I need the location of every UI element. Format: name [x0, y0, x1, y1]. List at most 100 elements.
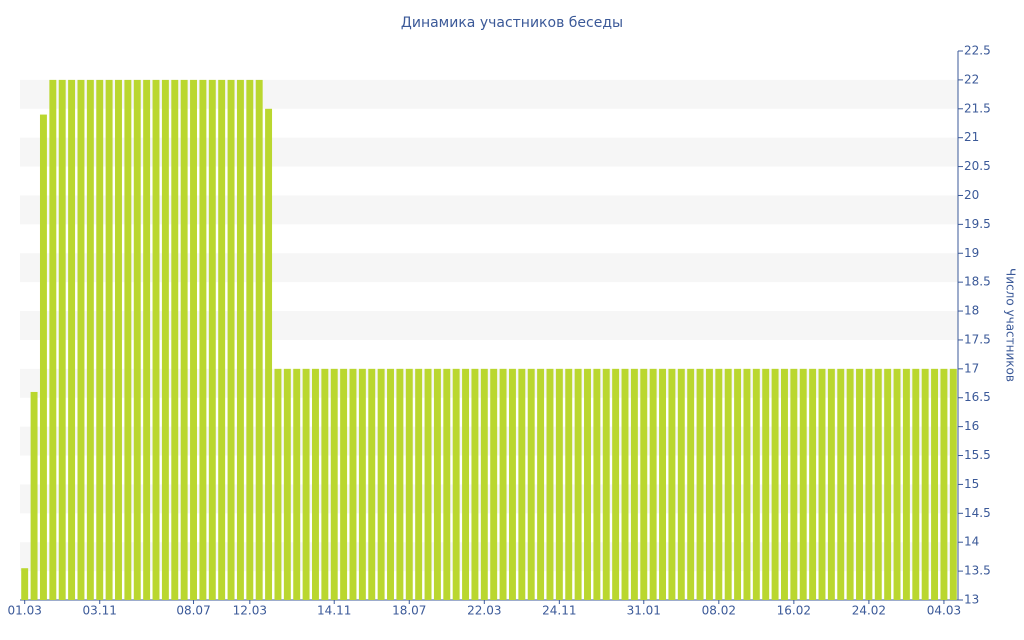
- y-tick-label: 22.5: [964, 44, 991, 58]
- x-tick-label: 08.07: [176, 604, 210, 618]
- bar: [640, 368, 648, 600]
- grid-band: [20, 195, 958, 225]
- bar: [86, 79, 94, 601]
- bar: [443, 368, 451, 600]
- bar: [865, 368, 873, 600]
- bar: [396, 368, 404, 600]
- bar: [49, 79, 57, 601]
- bar: [218, 79, 226, 601]
- y-tick-label: 16.5: [964, 390, 991, 404]
- bar: [856, 368, 863, 600]
- y-tick-label: 22: [964, 72, 979, 86]
- bar: [39, 114, 47, 600]
- bar: [199, 79, 207, 601]
- bar: [630, 368, 638, 600]
- bar: [659, 368, 667, 600]
- bar: [358, 368, 366, 600]
- y-tick-label: 20: [964, 188, 979, 202]
- y-tick-label: 14.5: [964, 506, 991, 520]
- bar: [255, 79, 263, 601]
- x-tick-label: 14.11: [317, 604, 351, 618]
- grid-band: [20, 484, 958, 514]
- bar: [668, 368, 676, 600]
- bar: [931, 368, 939, 600]
- y-tick-label: 14: [964, 535, 979, 549]
- x-tick-label: 04.03: [927, 604, 961, 618]
- bar: [893, 368, 901, 600]
- grid-band: [20, 542, 958, 572]
- bar: [311, 368, 319, 600]
- bar: [246, 79, 254, 601]
- bar: [687, 368, 695, 600]
- grid-band: [20, 137, 958, 167]
- bar: [743, 368, 751, 600]
- y-tick-label: 20.5: [964, 159, 991, 173]
- y-tick-label: 21.5: [964, 101, 991, 115]
- y-tick-label: 18.5: [964, 275, 991, 289]
- bar: [705, 368, 713, 600]
- bar: [227, 79, 235, 601]
- bar: [490, 368, 498, 600]
- bar: [574, 368, 582, 600]
- bar: [837, 368, 845, 600]
- grid-band: [20, 368, 958, 398]
- y-tick-label: 17: [964, 361, 979, 375]
- bar: [537, 368, 545, 600]
- bar: [584, 368, 591, 600]
- bar: [940, 368, 948, 600]
- bar: [677, 368, 685, 600]
- bar: [180, 79, 188, 601]
- chart-title: Динамика участников беседы: [401, 15, 623, 31]
- x-tick-label: 12.03: [233, 604, 267, 618]
- bar: [818, 368, 826, 600]
- bar: [527, 368, 535, 600]
- bar: [799, 368, 807, 600]
- y-tick-label: 19: [964, 246, 979, 260]
- bar: [518, 368, 526, 600]
- x-tick-label: 08.02: [702, 604, 736, 618]
- bar: [21, 568, 29, 600]
- bar: [30, 391, 38, 600]
- bar: [809, 368, 817, 600]
- bar: [884, 368, 892, 600]
- bar: [58, 79, 66, 601]
- bar: [96, 79, 104, 601]
- bar: [236, 79, 244, 601]
- bar: [480, 368, 488, 600]
- grid-band: [20, 426, 958, 456]
- bar: [368, 368, 376, 600]
- bar: [161, 79, 169, 601]
- bar: [949, 368, 957, 600]
- bar: [293, 368, 301, 600]
- bar: [696, 368, 704, 600]
- bar: [499, 368, 507, 600]
- y-tick-label: 16: [964, 419, 979, 433]
- bar: [846, 368, 854, 600]
- bar: [77, 79, 85, 601]
- y-axis-title: Число участников: [1004, 268, 1018, 382]
- x-tick-label: 18.07: [392, 604, 426, 618]
- bar: [621, 368, 629, 600]
- bar: [283, 368, 291, 600]
- bar: [715, 368, 723, 600]
- bar: [593, 368, 601, 600]
- bar: [152, 79, 160, 601]
- bar: [68, 79, 76, 601]
- bar: [555, 368, 563, 600]
- y-tick-label: 21: [964, 130, 979, 144]
- bar: [546, 368, 554, 600]
- x-tick-label: 01.03: [8, 604, 42, 618]
- bar: [762, 368, 770, 600]
- bar: [274, 368, 282, 600]
- bar: [752, 368, 760, 600]
- bar: [190, 79, 198, 601]
- bar: [790, 368, 798, 600]
- bar: [340, 368, 348, 600]
- x-tick-label: 24.11: [542, 604, 576, 618]
- y-tick-label: 17.5: [964, 332, 991, 346]
- bar: [321, 368, 329, 600]
- bar: [265, 108, 273, 600]
- bar: [124, 79, 132, 601]
- bar: [649, 368, 657, 600]
- grid-band: [20, 253, 958, 283]
